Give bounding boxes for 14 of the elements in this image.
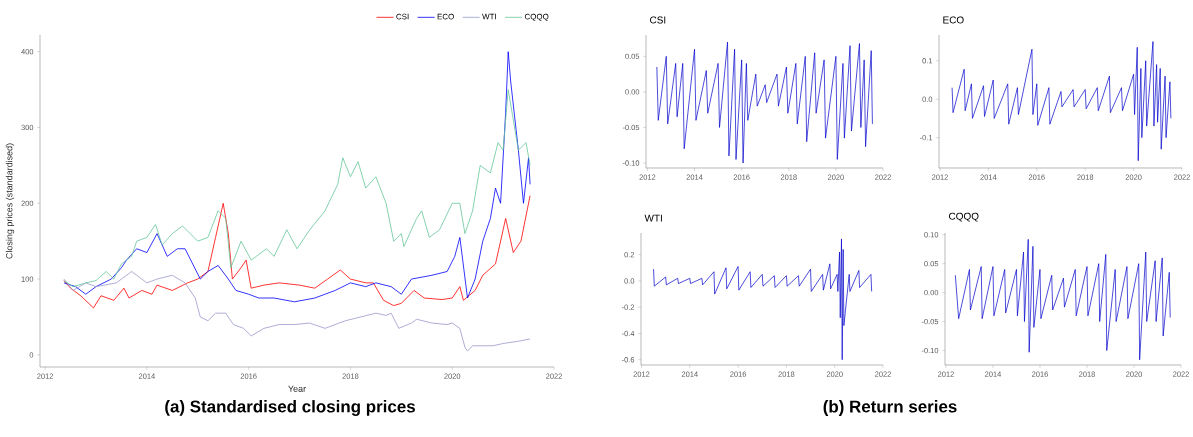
- line-series: [951, 41, 1172, 162]
- text: (b) Return series: [823, 400, 957, 416]
- chart-title: CSI: [650, 16, 666, 24]
- y-axis-title: Closing prices (standardised): [5, 143, 15, 259]
- line-series: [653, 238, 873, 361]
- text: (a) Standardised closing prices: [165, 400, 415, 416]
- chart-title: ECO: [943, 16, 964, 24]
- line-series: [63, 195, 531, 309]
- x-axis-title: Year: [288, 385, 306, 392]
- chart-title: WTI: [644, 214, 662, 222]
- line-series: [656, 41, 873, 164]
- chart-title: CQQQ: [949, 212, 979, 222]
- line-series: [63, 271, 531, 352]
- line-series: [955, 239, 1171, 361]
